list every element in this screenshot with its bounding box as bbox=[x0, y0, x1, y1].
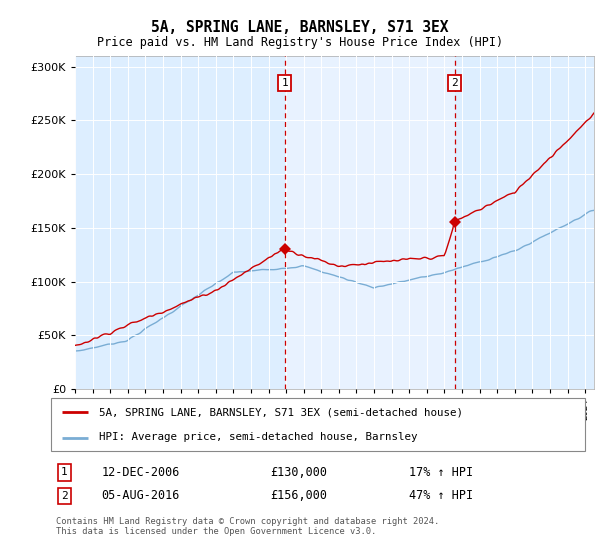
Text: Contains HM Land Registry data © Crown copyright and database right 2024.
This d: Contains HM Land Registry data © Crown c… bbox=[56, 517, 440, 536]
Text: 1: 1 bbox=[61, 468, 68, 478]
Bar bbox=[284, 56, 455, 389]
Text: 12-DEC-2006: 12-DEC-2006 bbox=[102, 466, 180, 479]
Text: 2: 2 bbox=[61, 491, 68, 501]
Text: 5A, SPRING LANE, BARNSLEY, S71 3EX: 5A, SPRING LANE, BARNSLEY, S71 3EX bbox=[151, 20, 449, 35]
Text: Price paid vs. HM Land Registry's House Price Index (HPI): Price paid vs. HM Land Registry's House … bbox=[97, 36, 503, 49]
Text: HPI: Average price, semi-detached house, Barnsley: HPI: Average price, semi-detached house,… bbox=[99, 432, 418, 442]
Text: 05-AUG-2016: 05-AUG-2016 bbox=[102, 489, 180, 502]
Text: 1: 1 bbox=[281, 78, 288, 88]
Text: 2: 2 bbox=[451, 78, 458, 88]
Text: 17% ↑ HPI: 17% ↑ HPI bbox=[409, 466, 473, 479]
Text: £156,000: £156,000 bbox=[270, 489, 327, 502]
Text: 5A, SPRING LANE, BARNSLEY, S71 3EX (semi-detached house): 5A, SPRING LANE, BARNSLEY, S71 3EX (semi… bbox=[99, 408, 463, 418]
Text: £130,000: £130,000 bbox=[270, 466, 327, 479]
Text: 47% ↑ HPI: 47% ↑ HPI bbox=[409, 489, 473, 502]
